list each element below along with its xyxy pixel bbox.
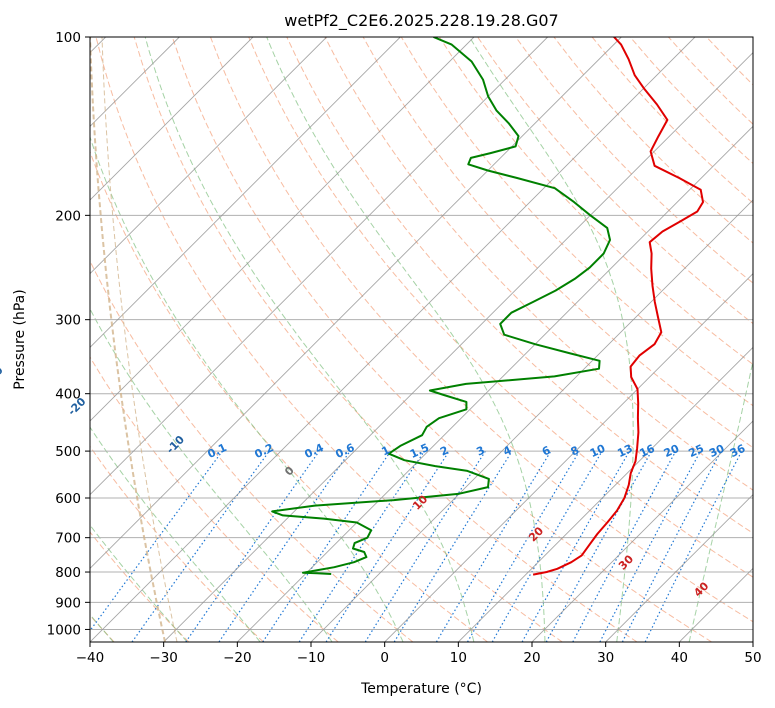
dry-adiabat-line [438, 37, 753, 366]
mixing-ratio-line [572, 450, 677, 642]
y-tick-label: 700 [55, 531, 81, 547]
mixing-ratio-line [218, 450, 351, 642]
mixing-ratio-label: 20 [662, 442, 682, 460]
x-tick-label: 20 [523, 650, 540, 666]
isotherm-gridline [531, 420, 753, 642]
y-tick-label: 300 [55, 313, 81, 329]
isotherm-gridline [90, 37, 696, 642]
plot-frame [89, 36, 754, 643]
mixing-ratio-line [262, 450, 392, 642]
dry-adiabat-line [171, 37, 712, 642]
reference-arc-line [90, 37, 166, 642]
mixing-ratio-line [545, 450, 653, 642]
isotherm-gridline [90, 37, 327, 275]
isotherm-gridline [90, 37, 254, 201]
x-tick-label: 30 [597, 650, 614, 666]
moist-adiabat-line [688, 358, 753, 642]
moist-adiabat-label: -30 [0, 363, 6, 386]
y-tick-label: 800 [55, 565, 81, 581]
y-tick-label: 400 [55, 387, 81, 403]
x-tick-label: −10 [297, 650, 326, 666]
dewpoint-profile-line [271, 37, 611, 575]
dry-adiabat-line [90, 531, 190, 642]
isotherm-gridline [90, 37, 475, 422]
y-axis-label: Pressure (hPa) [12, 289, 28, 389]
y-tick-label: 900 [55, 595, 81, 611]
mixing-ratio-line [644, 450, 743, 642]
dry-adiabat-line [400, 37, 753, 407]
mixing-ratio-label: 30 [707, 442, 727, 460]
y-tick-label: 500 [55, 444, 81, 460]
mixing-ratio-label: 16 [638, 442, 658, 460]
isotherm-gridline [310, 199, 753, 642]
line-layer [271, 37, 704, 576]
x-tick-label: −40 [76, 650, 105, 666]
mixing-ratio-line [90, 450, 223, 632]
isotherm-gridline [163, 52, 753, 642]
dry-adiabat-line [133, 37, 638, 642]
x-axis-label: Temperature (°C) [360, 681, 482, 697]
isotherm-gridline [605, 494, 753, 642]
dry-adiabat-line [90, 356, 339, 642]
mixing-ratio-line [131, 450, 270, 642]
mixing-ratio-line [393, 450, 513, 642]
dry-adiabat-line [515, 37, 753, 284]
moist-adiabat-line [90, 426, 261, 642]
isotherm-gridline [237, 125, 753, 642]
x-tick-label: −30 [149, 650, 178, 666]
x-tick-label: −20 [223, 650, 252, 666]
isotherm-gridline [90, 37, 401, 348]
x-tick-label: 10 [450, 650, 467, 666]
mixing-ratio-line [325, 450, 450, 642]
isotherm-gridline [458, 346, 753, 642]
y-tick-label: 600 [55, 491, 81, 507]
dry-adiabat-line [90, 445, 264, 642]
mixing-ratio-line [185, 450, 320, 642]
x-tick-label: 50 [744, 650, 761, 666]
temperature-profile-line [532, 37, 704, 576]
y-tick-label: 200 [55, 208, 81, 224]
x-tick-label: 40 [671, 650, 688, 666]
moist-adiabat-line [90, 524, 188, 642]
dry-adiabat-line [90, 150, 488, 642]
x-tick-label: 0 [380, 650, 389, 666]
mixing-ratio-line [521, 450, 631, 642]
mixing-ratio-label: 25 [687, 442, 706, 460]
moist-adiabat-line [266, 37, 546, 642]
dry-adiabat-line [210, 37, 753, 623]
mixing-ratio-label: 36 [728, 442, 748, 460]
tick-layer: −40 −30 −20 −10 0 10 20 30 40 50 100 200 300 400 500 60… [47, 30, 762, 666]
moist-adiabat-line [90, 135, 404, 642]
reference-arc-line [101, 37, 178, 642]
dry-adiabat-line [95, 37, 563, 642]
isotherm-gridline [90, 37, 622, 569]
y-tick-label: 1000 [47, 622, 81, 638]
isotherm-gridline [90, 37, 548, 496]
mixing-ratio-label: 13 [615, 442, 634, 460]
mixing-ratio-label: 10 [588, 442, 608, 460]
grid-layer [90, 37, 753, 642]
dry-adiabat-line [248, 37, 753, 578]
moist-adiabat-line [144, 37, 475, 642]
isotherm-gridline [384, 273, 753, 642]
chart-title: wetPf2_C2E6.2025.228.19.28.G07 [284, 11, 558, 31]
y-tick-label: 100 [55, 30, 81, 46]
